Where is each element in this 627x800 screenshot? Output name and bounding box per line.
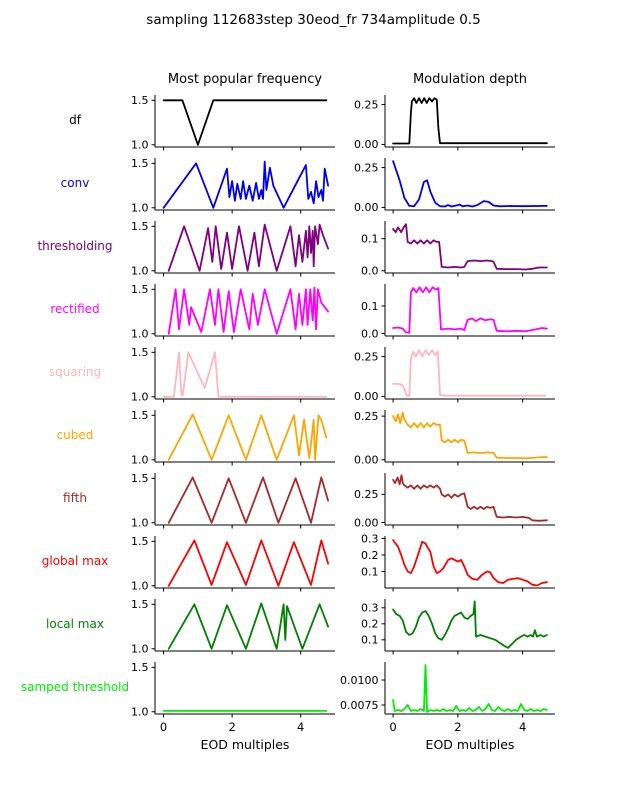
- chart-conv-frequency: 1.0 1.5: [131, 157, 335, 215]
- row-label-thresholding: thresholding: [37, 239, 113, 253]
- x-axis-label-frequency: EOD multiples: [200, 737, 290, 752]
- svg-text:1.5: 1.5: [131, 157, 149, 170]
- svg-text:0.2: 0.2: [361, 618, 379, 631]
- svg-text:1.0: 1.0: [131, 202, 149, 215]
- svg-text:0.0: 0.0: [361, 265, 379, 278]
- svg-text:0.25: 0.25: [354, 98, 379, 111]
- chart-local-max-depth: 0.1 0.2 0.3: [361, 599, 555, 655]
- chart-df-frequency: 1.0 1.5: [131, 94, 335, 152]
- svg-text:2: 2: [228, 720, 235, 734]
- svg-text:0: 0: [160, 720, 167, 734]
- svg-text:1.5: 1.5: [131, 472, 149, 485]
- row-label-conv: conv: [60, 176, 90, 190]
- svg-text:1.0: 1.0: [131, 391, 149, 404]
- chart-conv-depth: 0.00 0.25: [354, 158, 555, 214]
- svg-text:0.00: 0.00: [354, 454, 379, 467]
- svg-text:0.0: 0.0: [361, 327, 379, 340]
- svg-text:1.0: 1.0: [131, 139, 149, 152]
- row-label-samped-threshold: samped threshold: [20, 680, 130, 694]
- svg-text:0.1: 0.1: [361, 634, 379, 647]
- chart-global-max-frequency: 1.0 1.5: [131, 535, 335, 593]
- chart-cubed-frequency: 1.0 1.5: [131, 409, 335, 467]
- svg-text:0.1: 0.1: [361, 232, 379, 245]
- svg-text:0.1: 0.1: [361, 300, 379, 313]
- x-axis-label-depth: EOD multiples: [425, 737, 515, 752]
- svg-text:0.00: 0.00: [354, 201, 379, 214]
- svg-text:0.0100: 0.0100: [340, 674, 379, 687]
- svg-text:0.1: 0.1: [361, 565, 379, 578]
- chart-fifth-depth: 0.00 0.25: [354, 473, 555, 529]
- svg-text:4: 4: [297, 720, 304, 734]
- figure-title: sampling 112683step 30eod_fr 734amplitud…: [146, 12, 481, 28]
- row-label-fifth: fifth: [63, 491, 87, 505]
- svg-text:1.5: 1.5: [131, 283, 149, 296]
- chart-global-max-depth: 0.1 0.2 0.3: [361, 532, 555, 592]
- svg-text:0.0075: 0.0075: [340, 699, 379, 712]
- chart-rectified-depth: 0.0 0.1: [361, 284, 555, 340]
- svg-text:0.25: 0.25: [354, 410, 379, 423]
- chart-rectified-frequency: 1.0 1.5: [131, 283, 335, 341]
- row-label-squaring: squaring: [48, 365, 102, 379]
- chart-squaring-frequency: 1.0 1.5: [131, 346, 335, 404]
- svg-text:1.5: 1.5: [131, 598, 149, 611]
- chart-local-max-frequency: 1.0 1.5: [131, 598, 335, 656]
- svg-text:1.5: 1.5: [131, 535, 149, 548]
- chart-thresholding-depth: 0.0 0.1: [361, 221, 555, 278]
- column-header-frequency: Most popular frequency: [167, 72, 323, 87]
- row-label-df: df: [69, 113, 81, 127]
- svg-text:0.00: 0.00: [354, 390, 379, 403]
- svg-text:1.0: 1.0: [131, 580, 149, 593]
- row-label-global-max: global max: [41, 554, 109, 568]
- svg-text:1.0: 1.0: [131, 265, 149, 278]
- svg-text:1.0: 1.0: [131, 643, 149, 656]
- svg-text:4: 4: [519, 720, 526, 734]
- svg-text:1.0: 1.0: [131, 454, 149, 467]
- svg-text:0.25: 0.25: [354, 161, 379, 174]
- svg-text:1.0: 1.0: [131, 706, 149, 719]
- svg-text:1.5: 1.5: [131, 346, 149, 359]
- svg-text:1.5: 1.5: [131, 220, 149, 233]
- chart-cubed-depth: 0.00 0.25: [354, 410, 555, 467]
- svg-text:0.25: 0.25: [354, 350, 379, 363]
- svg-text:1.0: 1.0: [131, 517, 149, 530]
- row-label-local-max: local max: [46, 617, 104, 631]
- svg-text:0.00: 0.00: [354, 516, 379, 529]
- row-label-cubed: cubed: [56, 428, 94, 442]
- svg-text:2: 2: [454, 720, 461, 734]
- chart-squaring-depth: 0.00 0.25: [354, 347, 555, 403]
- svg-text:0.00: 0.00: [354, 138, 379, 151]
- svg-text:0.25: 0.25: [354, 488, 379, 501]
- svg-text:1.5: 1.5: [131, 94, 149, 107]
- svg-text:0.3: 0.3: [361, 602, 379, 615]
- svg-text:1.0: 1.0: [131, 328, 149, 341]
- svg-text:1.5: 1.5: [131, 409, 149, 422]
- svg-text:1.5: 1.5: [131, 661, 149, 674]
- column-header-depth: Modulation depth: [412, 72, 528, 87]
- chart-samped-threshold-frequency: 1.0 1.5 0 2 4: [131, 661, 335, 734]
- chart-thresholding-frequency: 1.0 1.5: [131, 220, 335, 278]
- row-label-rectified: rectified: [50, 302, 100, 316]
- svg-text:0.3: 0.3: [361, 532, 379, 545]
- svg-text:0: 0: [389, 720, 396, 734]
- chart-fifth-frequency: 1.0 1.5: [131, 472, 335, 530]
- chart-df-depth: 0.00 0.25: [354, 95, 555, 151]
- chart-samped-threshold-depth: 0.0075 0.0100 0 2 4: [340, 662, 555, 734]
- svg-text:0.2: 0.2: [361, 549, 379, 562]
